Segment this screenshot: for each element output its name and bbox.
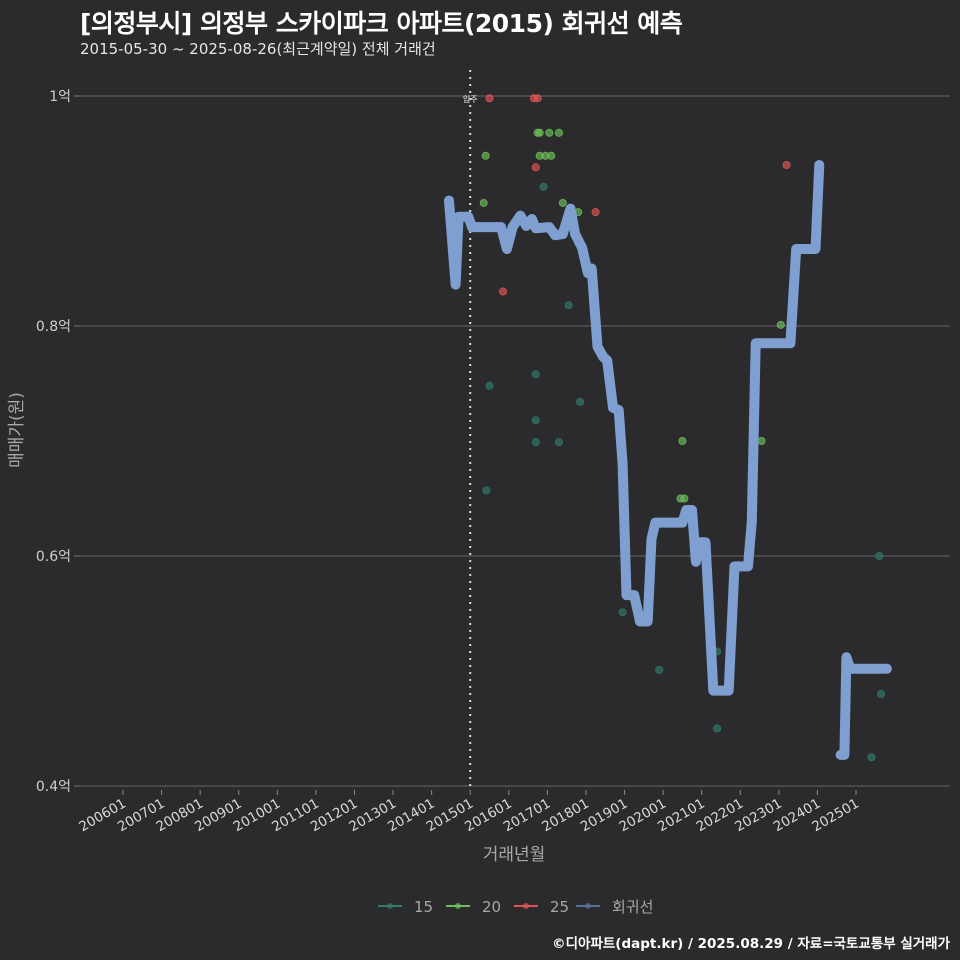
data-point-20 (545, 128, 554, 137)
data-point-25 (499, 287, 508, 296)
data-point-15 (531, 438, 540, 447)
data-point-15 (877, 690, 886, 699)
data-point-15 (618, 608, 627, 617)
data-point-15 (867, 753, 876, 762)
regression-path (444, 160, 825, 696)
data-point-20 (535, 128, 544, 137)
data-point-20 (481, 151, 490, 160)
legend-swatch-dot (523, 903, 529, 909)
footer-credit: ©디아파트(dapt.kr) / 2025.08.29 / 자료=국토교통부 실… (552, 936, 950, 952)
scatter-points (479, 94, 886, 762)
data-point-15 (576, 397, 585, 406)
y-tick-label: 0.4억 (36, 779, 71, 795)
legend-label: 20 (482, 898, 501, 916)
data-point-20 (547, 151, 556, 160)
data-point-20 (678, 436, 687, 445)
legend-label: 25 (550, 898, 569, 916)
x-axis: 2006012007012008012009012010012011012012… (76, 790, 862, 835)
data-point-20 (554, 128, 563, 137)
regression-path (835, 652, 892, 760)
y-tick-label: 0.6억 (36, 549, 71, 565)
legend-swatch-dot (585, 903, 591, 909)
legend: 15 20 25 회귀선 (378, 898, 653, 916)
data-point-15 (539, 182, 548, 191)
move-in-annotation: 입주 (463, 70, 478, 790)
legend-swatch-dot (455, 903, 461, 909)
y-tick-label: 0.8억 (36, 319, 71, 335)
move-in-label: 입주 (463, 95, 478, 104)
data-point-25 (591, 208, 600, 217)
data-point-20 (680, 494, 689, 503)
data-point-25 (485, 94, 494, 103)
data-point-25 (533, 94, 542, 103)
data-point-15 (564, 301, 573, 310)
data-point-25 (782, 160, 791, 169)
y-tick-label: 1억 (49, 89, 71, 105)
grid-lines (80, 95, 950, 787)
legend-label: 15 (414, 898, 433, 916)
chart-subtitle: 2015-05-30 ~ 2025-08-26(최근계약일) 전체 거래건 (80, 40, 436, 58)
data-point-15 (655, 665, 664, 674)
data-point-15 (485, 381, 494, 390)
data-point-15 (482, 486, 491, 495)
legend-label: 회귀선 (612, 898, 653, 916)
data-point-20 (776, 320, 785, 329)
data-point-20 (479, 198, 488, 207)
data-point-15 (531, 416, 540, 425)
data-point-20 (757, 436, 766, 445)
legend-swatch-dot (387, 903, 393, 909)
data-point-15 (554, 438, 563, 447)
x-axis-label: 거래년월 (483, 845, 546, 865)
y-axis: 0.4억 0.6억 0.8억 1억 (36, 89, 80, 795)
regression-line (444, 160, 892, 760)
data-point-20 (558, 198, 567, 207)
data-point-15 (875, 552, 884, 561)
y-axis-label: 매매가(원) (7, 392, 27, 468)
data-point-15 (531, 370, 540, 379)
chart-title: [의정부시] 의정부 스카이파크 아파트(2015) 회귀선 예측 (80, 9, 683, 38)
data-point-15 (713, 724, 722, 733)
data-point-25 (531, 163, 540, 172)
